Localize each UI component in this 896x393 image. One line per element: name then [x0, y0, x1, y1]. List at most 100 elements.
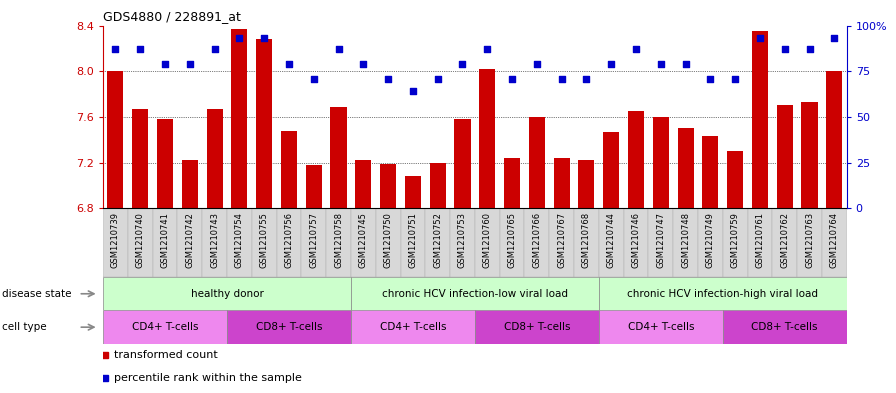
Point: [134, 46, 148, 52]
Point: [108, 46, 123, 52]
Bar: [152, 208, 177, 277]
Bar: [826, 71, 842, 208]
Point: [505, 75, 520, 82]
Text: disease state: disease state: [2, 289, 72, 299]
Text: CD8+ T-cells: CD8+ T-cells: [255, 322, 323, 332]
Bar: [822, 208, 847, 277]
Bar: [673, 208, 698, 277]
Text: chronic HCV infection-high viral load: chronic HCV infection-high viral load: [627, 289, 818, 299]
Bar: [277, 208, 301, 277]
Bar: [554, 158, 570, 208]
Point: [455, 61, 470, 67]
Text: cell type: cell type: [2, 322, 47, 332]
Bar: [475, 208, 500, 277]
Point: [604, 61, 618, 67]
Bar: [524, 208, 549, 277]
Bar: [227, 310, 351, 344]
Text: GSM1210745: GSM1210745: [358, 212, 368, 268]
Bar: [747, 208, 772, 277]
Bar: [430, 163, 445, 208]
Bar: [252, 208, 277, 277]
Text: GSM1210767: GSM1210767: [557, 212, 566, 268]
Text: GSM1210762: GSM1210762: [780, 212, 789, 268]
Bar: [702, 136, 719, 208]
Bar: [256, 39, 272, 208]
Text: GSM1210766: GSM1210766: [532, 212, 541, 268]
Bar: [599, 277, 847, 310]
Text: GSM1210757: GSM1210757: [309, 212, 318, 268]
Bar: [103, 310, 227, 344]
Text: GSM1210760: GSM1210760: [483, 212, 492, 268]
Bar: [227, 208, 252, 277]
Text: GSM1210740: GSM1210740: [135, 212, 145, 268]
Text: GSM1210751: GSM1210751: [409, 212, 418, 268]
Bar: [802, 102, 817, 208]
Point: [357, 61, 371, 67]
Bar: [728, 151, 743, 208]
Bar: [649, 208, 673, 277]
Bar: [599, 310, 723, 344]
Point: [827, 35, 841, 42]
Bar: [628, 111, 644, 208]
Bar: [653, 117, 668, 208]
Text: GSM1210746: GSM1210746: [632, 212, 641, 268]
Bar: [103, 277, 351, 310]
Bar: [599, 208, 624, 277]
Bar: [231, 29, 247, 208]
Text: GSM1210742: GSM1210742: [185, 212, 194, 268]
Bar: [549, 208, 574, 277]
Bar: [351, 277, 599, 310]
Text: GSM1210749: GSM1210749: [706, 212, 715, 268]
Text: GSM1210759: GSM1210759: [730, 212, 740, 268]
Point: [803, 46, 817, 52]
Point: [654, 61, 668, 67]
Bar: [698, 208, 723, 277]
Point: [530, 61, 544, 67]
Point: [381, 75, 395, 82]
Text: GSM1210761: GSM1210761: [755, 212, 764, 268]
Text: GSM1210758: GSM1210758: [334, 212, 343, 268]
Text: GSM1210739: GSM1210739: [111, 212, 120, 268]
Bar: [133, 109, 148, 208]
Text: transformed count: transformed count: [115, 350, 218, 360]
Text: chronic HCV infection-low viral load: chronic HCV infection-low viral load: [382, 289, 568, 299]
Bar: [128, 208, 152, 277]
Text: CD4+ T-cells: CD4+ T-cells: [132, 322, 198, 332]
Text: GSM1210765: GSM1210765: [507, 212, 517, 268]
Point: [158, 61, 172, 67]
Point: [232, 35, 246, 42]
Bar: [500, 208, 524, 277]
Point: [629, 46, 643, 52]
Bar: [723, 208, 747, 277]
Point: [753, 35, 767, 42]
Bar: [326, 208, 351, 277]
Bar: [207, 109, 222, 208]
Bar: [375, 208, 401, 277]
Bar: [281, 130, 297, 208]
Text: GSM1210744: GSM1210744: [607, 212, 616, 268]
Text: GSM1210743: GSM1210743: [210, 212, 220, 268]
Bar: [677, 129, 694, 208]
Point: [579, 75, 593, 82]
Text: CD4+ T-cells: CD4+ T-cells: [380, 322, 446, 332]
Bar: [108, 71, 124, 208]
Bar: [603, 132, 619, 208]
Text: GSM1210764: GSM1210764: [830, 212, 839, 268]
Bar: [157, 119, 173, 208]
Point: [406, 88, 420, 94]
Point: [778, 46, 792, 52]
Bar: [504, 158, 520, 208]
Bar: [405, 176, 421, 208]
Bar: [331, 107, 347, 208]
Point: [332, 46, 346, 52]
Text: GSM1210768: GSM1210768: [582, 212, 591, 268]
Bar: [202, 208, 227, 277]
Bar: [301, 208, 326, 277]
Bar: [351, 208, 375, 277]
Bar: [401, 208, 426, 277]
Point: [728, 75, 743, 82]
Bar: [574, 208, 599, 277]
Text: GSM1210750: GSM1210750: [383, 212, 392, 268]
Bar: [777, 105, 793, 208]
Bar: [450, 208, 475, 277]
